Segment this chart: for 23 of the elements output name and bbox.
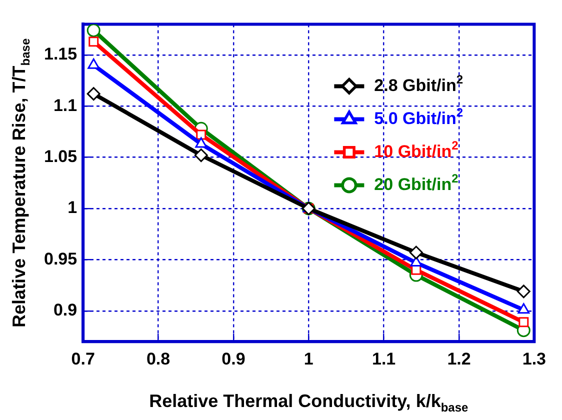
point (196, 130, 206, 140)
x-tick-label: 1 (304, 349, 314, 368)
x-tick-label: 0.9 (222, 349, 246, 368)
x-tick-label: 1.2 (447, 349, 471, 368)
y-tick-label: 1 (68, 198, 78, 218)
point (86, 87, 100, 101)
x-tick-label: 0.8 (146, 349, 170, 368)
x-tick-label: 1.3 (522, 349, 546, 368)
point (86, 24, 100, 38)
point (518, 317, 529, 328)
x-tick-label: 0.7 (71, 349, 95, 368)
y-tick-label: 1.05 (44, 146, 78, 166)
y-tick-label: 0.9 (53, 300, 78, 320)
y-tick-label: 1.1 (53, 96, 78, 115)
y-tick-label: 1.15 (44, 44, 78, 64)
point (194, 148, 208, 162)
y-axis-title: Relative Temperature Rise, T/Tbase (8, 38, 33, 328)
x-tick-label: 1.1 (372, 349, 396, 368)
y-tick-label: 0.95 (44, 249, 78, 268)
point (88, 36, 99, 47)
point (518, 303, 530, 314)
point (409, 246, 423, 260)
point (516, 284, 530, 298)
